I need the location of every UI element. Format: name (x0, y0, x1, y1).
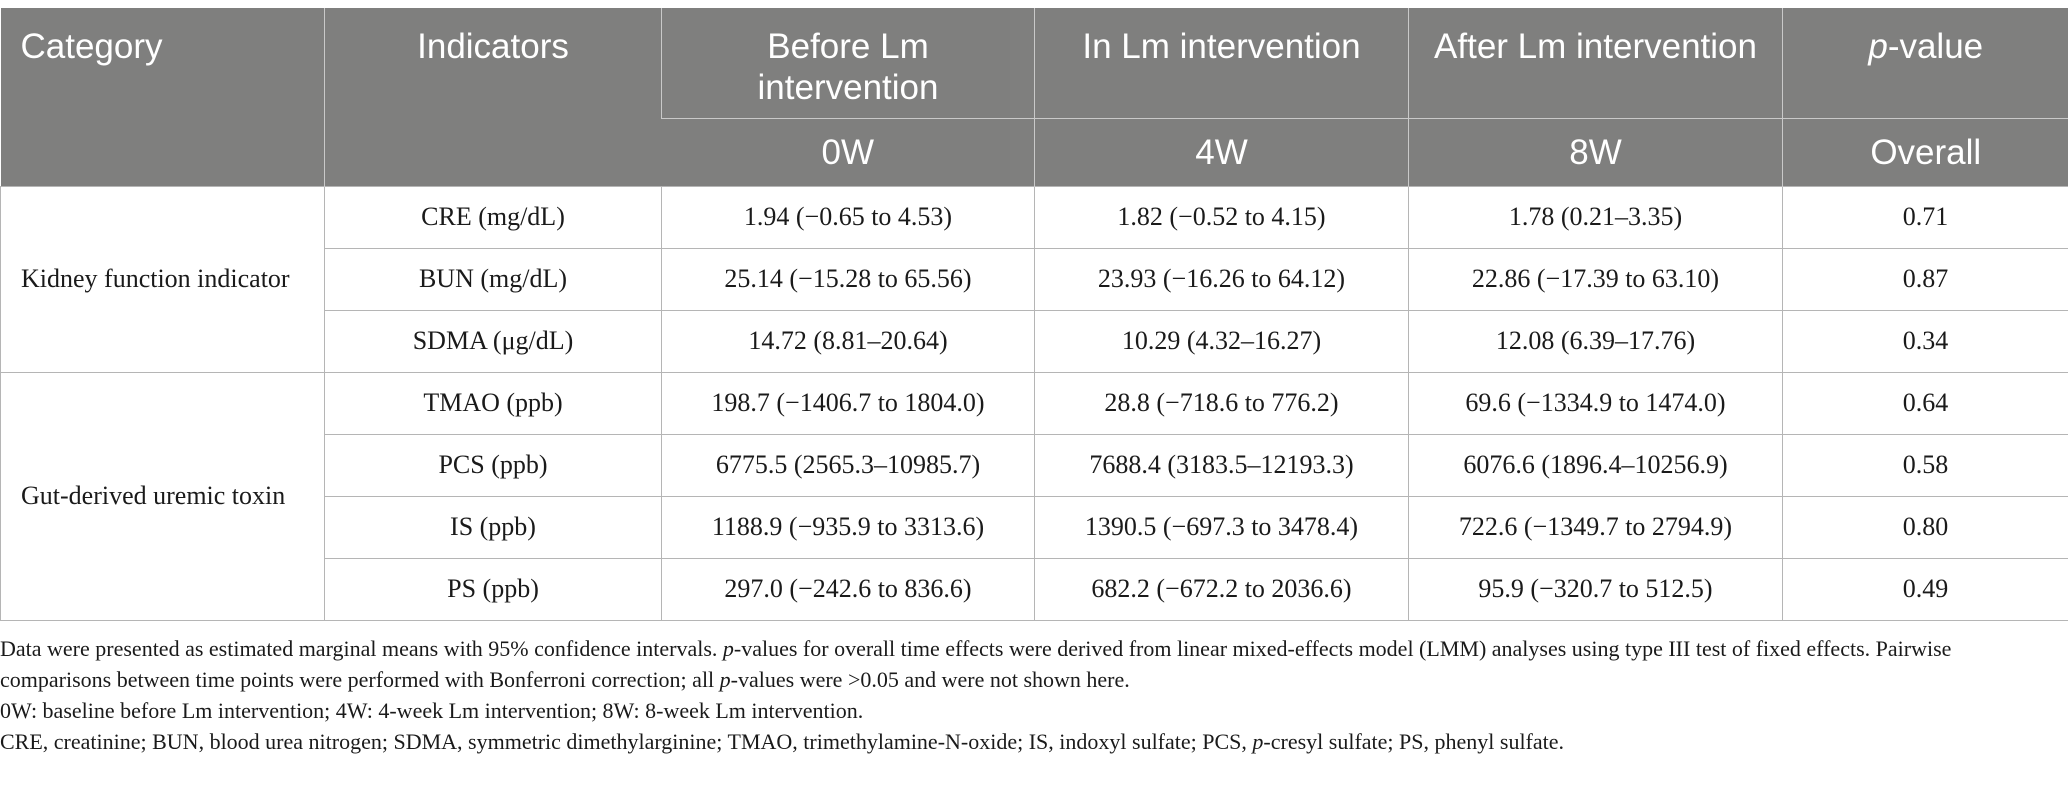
during-cell: 23.93 (−16.26 to 64.12) (1034, 247, 1409, 311)
table-row: PCS (ppb) 6775.5 (2565.3–10985.7) 7688.4… (1, 433, 2068, 497)
after-cell: 6076.6 (1896.4–10256.9) (1408, 433, 1783, 497)
table-footnotes: Data were presented as estimated margina… (0, 633, 2060, 757)
pvalue-cell: 0.71 (1782, 185, 2068, 249)
header-pvalue-suffix: -value (1887, 27, 1984, 66)
header-during: In Lm intervention (1034, 8, 1409, 118)
results-table: Category Indicators Before Lm interventi… (0, 8, 2068, 621)
header-week8: 8W (1408, 117, 1783, 186)
footnote-abbr-p: p (1252, 729, 1264, 754)
header-row-2: 0W 4W 8W Overall (1, 117, 2068, 186)
header-indicators: Indicators (324, 8, 662, 186)
before-cell: 1188.9 (−935.9 to 3313.6) (661, 495, 1035, 559)
category-gut-toxin: Gut-derived uremic toxin (0, 371, 325, 621)
header-category: Category (0, 8, 325, 186)
before-cell: 6775.5 (2565.3–10985.7) (661, 433, 1035, 497)
after-cell: 69.6 (−1334.9 to 1474.0) (1408, 371, 1783, 435)
after-cell: 22.86 (−17.39 to 63.10) (1408, 247, 1783, 311)
footnote-abbreviations: CRE, creatinine; BUN, blood urea nitroge… (0, 726, 2060, 757)
header-week0: 0W (661, 117, 1035, 186)
footnote-methods-p: p (722, 636, 734, 661)
pvalue-cell: 0.49 (1782, 557, 2068, 621)
header-before: Before Lm intervention (661, 8, 1035, 118)
before-cell: 297.0 (−242.6 to 836.6) (661, 557, 1035, 621)
header-pvalue: p-value (1782, 8, 2068, 118)
after-cell: 722.6 (−1349.7 to 2794.9) (1408, 495, 1783, 559)
pvalue-cell: 0.87 (1782, 247, 2068, 311)
footnote-methods: Data were presented as estimated margina… (0, 633, 2060, 695)
footnote-abbr-end: -cresyl sulfate; PS, phenyl sulfate. (1263, 729, 1565, 754)
during-cell: 10.29 (4.32–16.27) (1034, 309, 1409, 373)
table-row: Kidney function indicator CRE (mg/dL) 1.… (0, 185, 2068, 373)
during-cell: 1.82 (−0.52 to 4.15) (1034, 185, 1409, 249)
indicator-cell: TMAO (ppb) (324, 371, 662, 435)
pvalue-cell: 0.58 (1782, 433, 2068, 497)
table-row: PS (ppb) 297.0 (−242.6 to 836.6) 682.2 (… (1, 557, 2068, 621)
header-pvalue-p: p (1868, 27, 1888, 66)
pvalue-cell: 0.80 (1782, 495, 2068, 559)
footnote-methods-rest: -values for overall time effects were de… (0, 636, 1952, 692)
footnote-methods-start: Data were presented as estimated margina… (0, 636, 723, 661)
before-cell: 14.72 (8.81–20.64) (661, 309, 1035, 373)
table-row: BUN (mg/dL) 25.14 (−15.28 to 65.56) 23.9… (1, 247, 2068, 311)
indicator-cell: BUN (mg/dL) (324, 247, 662, 311)
table-row: SDMA (μg/dL) 14.72 (8.81–20.64) 10.29 (4… (1, 309, 2068, 373)
after-cell: 12.08 (6.39–17.76) (1408, 309, 1783, 373)
indicator-cell: PS (ppb) (324, 557, 662, 621)
table-header: Category Indicators Before Lm interventi… (0, 8, 2068, 186)
footnote-timepoints: 0W: baseline before Lm intervention; 4W:… (0, 698, 864, 723)
table-row: Gut-derived uremic toxin TMAO (ppb) 198.… (0, 371, 2068, 621)
during-cell: 28.8 (−718.6 to 776.2) (1034, 371, 1409, 435)
before-cell: 198.7 (−1406.7 to 1804.0) (661, 371, 1035, 435)
footnote-abbr-start: CRE, creatinine; BUN, blood urea nitroge… (0, 729, 1253, 754)
footnote-methods-p2: p (719, 667, 731, 692)
after-cell: 95.9 (−320.7 to 512.5) (1408, 557, 1783, 621)
during-cell: 1390.5 (−697.3 to 3478.4) (1034, 495, 1409, 559)
footnote-methods-end: -values were >0.05 and were not shown he… (730, 667, 1130, 692)
header-week4: 4W (1034, 117, 1409, 186)
pvalue-cell: 0.64 (1782, 371, 2068, 435)
during-cell: 682.2 (−672.2 to 2036.6) (1034, 557, 1409, 621)
category-kidney: Kidney function indicator (0, 185, 325, 373)
table-row: IS (ppb) 1188.9 (−935.9 to 3313.6) 1390.… (1, 495, 2068, 559)
before-cell: 1.94 (−0.65 to 4.53) (661, 185, 1035, 249)
indicator-cell: PCS (ppb) (324, 433, 662, 497)
during-cell: 7688.4 (3183.5–12193.3) (1034, 433, 1409, 497)
before-cell: 25.14 (−15.28 to 65.56) (661, 247, 1035, 311)
pvalue-cell: 0.34 (1782, 309, 2068, 373)
after-cell: 1.78 (0.21–3.35) (1408, 185, 1783, 249)
header-row-1: Category Indicators Before Lm interventi… (0, 8, 2068, 186)
indicator-cell: CRE (mg/dL) (324, 185, 662, 249)
results-table-container: Category Indicators Before Lm interventi… (0, 8, 2068, 621)
table-body: Kidney function indicator CRE (mg/dL) 1.… (0, 185, 2068, 621)
indicator-cell: IS (ppb) (324, 495, 662, 559)
header-overall: Overall (1782, 117, 2068, 186)
indicator-cell: SDMA (μg/dL) (324, 309, 662, 373)
header-after: After Lm intervention (1408, 8, 1783, 118)
